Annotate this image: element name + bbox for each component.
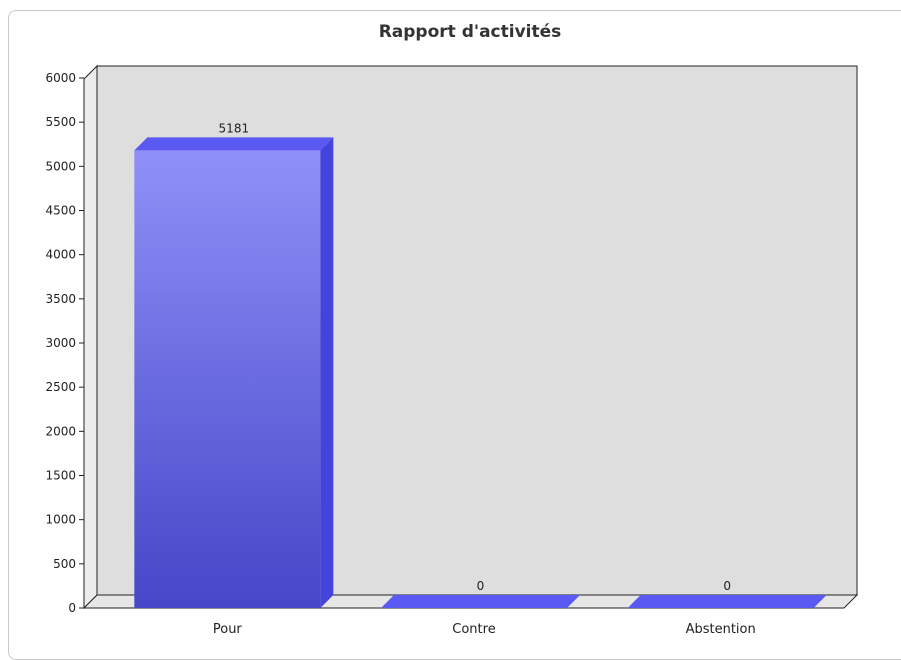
y-tick-label: 5500 — [45, 115, 76, 129]
y-tick-label: 3500 — [45, 292, 76, 306]
bar-front — [134, 150, 321, 608]
bar-top — [627, 595, 827, 608]
bar — [627, 595, 827, 608]
y-tick-label: 2500 — [45, 380, 76, 394]
y-tick-label: 5000 — [45, 159, 76, 173]
y-tick-label: 6000 — [45, 71, 76, 85]
y-tick-label: 1000 — [45, 513, 76, 527]
data-label: 5181 — [219, 121, 250, 135]
chart-title: Rapport d'activités — [378, 22, 562, 42]
x-tick-label: Contre — [452, 622, 495, 637]
y-tick-label: 0 — [68, 601, 76, 615]
bar-top — [381, 595, 580, 608]
bar — [381, 595, 580, 608]
y-tick-label: 1500 — [45, 469, 76, 483]
y-tick-label: 4500 — [45, 204, 76, 218]
bar-top — [134, 137, 334, 151]
y-tick-label: 2000 — [45, 424, 76, 438]
y-tick-label: 3000 — [45, 336, 76, 350]
y-tick-label: 4000 — [45, 248, 76, 262]
bar-side — [320, 137, 334, 608]
x-tick-label: Abstention — [686, 622, 756, 637]
data-label: 0 — [477, 579, 485, 593]
plot-left-wall — [83, 64, 98, 610]
y-tick-label: 500 — [53, 557, 76, 571]
x-tick-label: Pour — [213, 622, 243, 637]
bar — [134, 137, 334, 608]
data-label: 0 — [723, 579, 731, 593]
